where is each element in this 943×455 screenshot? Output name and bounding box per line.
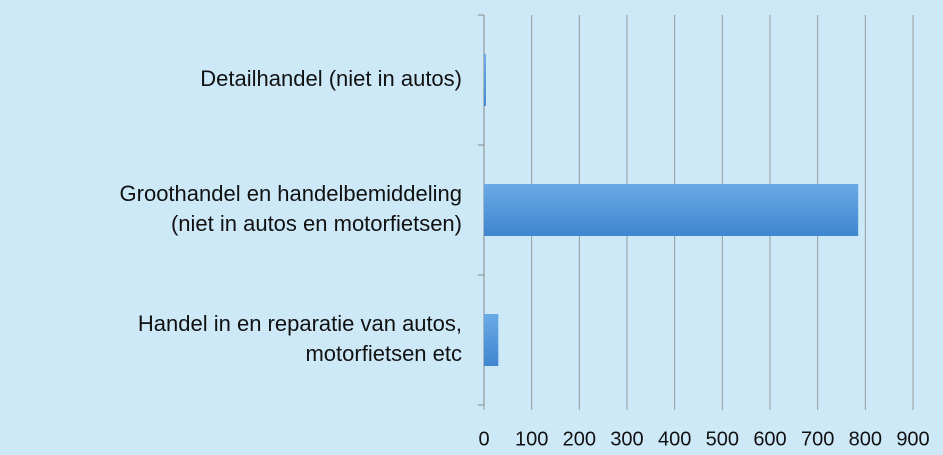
x-tick-label: 700 [801, 428, 834, 450]
y-tick-label: Groothandel en handelbemiddeling (niet in… [120, 181, 462, 236]
x-tick-label: 900 [896, 428, 929, 450]
bar [484, 184, 859, 236]
bar [484, 54, 486, 106]
x-tick-label: 800 [849, 428, 882, 450]
x-tick-label: 600 [753, 428, 786, 450]
bar [484, 314, 499, 366]
y-tick-label: Handel in en reparatie van autos, motorfi… [138, 311, 462, 366]
x-tick-label: 100 [515, 428, 548, 450]
x-tick-label: 0 [478, 428, 489, 450]
y-tick-label: Detailhandel (niet in autos) [200, 66, 462, 91]
x-tick-label: 400 [658, 428, 691, 450]
x-tick-label: 300 [610, 428, 643, 450]
x-tick-label: 500 [706, 428, 739, 450]
x-tick-label: 200 [563, 428, 596, 450]
